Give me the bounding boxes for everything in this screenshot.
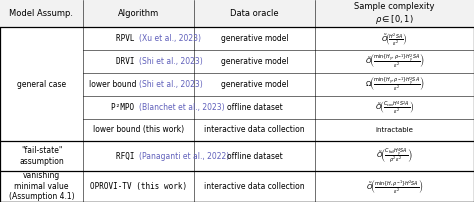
Text: RPVL: RPVL <box>116 34 138 43</box>
Text: offline dataset: offline dataset <box>227 152 283 161</box>
Text: Sample complexity
$\rho \in [0, 1)$: Sample complexity $\rho \in [0, 1)$ <box>355 2 435 25</box>
Text: $\Omega\!\left(\frac{\min\{H_\gamma,\rho^{-1}\}H_\gamma^2 SA}{\varepsilon^2}\rig: $\Omega\!\left(\frac{\min\{H_\gamma,\rho… <box>365 75 424 93</box>
Text: DRVI: DRVI <box>116 57 138 66</box>
Text: $\tilde{O}\!\left(\frac{C_{\mathrm{fail}} H_\gamma^4 SA}{\rho^2 \varepsilon^2}\r: $\tilde{O}\!\left(\frac{C_{\mathrm{fail}… <box>376 146 413 166</box>
Text: RFQI: RFQI <box>116 152 138 161</box>
Text: (Panaganti et al., 2022): (Panaganti et al., 2022) <box>138 152 229 161</box>
Text: (Blanchet et al., 2023): (Blanchet et al., 2023) <box>138 103 224 112</box>
Text: lower bound: lower bound <box>89 80 138 89</box>
Text: general case: general case <box>17 80 66 89</box>
Text: P²MPO: P²MPO <box>111 103 138 112</box>
Text: Data oracle: Data oracle <box>230 9 279 18</box>
Text: $\tilde{O}\!\left(\frac{H^2 SA}{\varepsilon^2}\right)$: $\tilde{O}\!\left(\frac{H^2 SA}{\varepsi… <box>382 31 408 47</box>
Text: lower bound (this work): lower bound (this work) <box>93 125 184 135</box>
Text: OPROVI-TV (this work): OPROVI-TV (this work) <box>90 182 187 191</box>
Text: Algorithm: Algorithm <box>118 9 159 18</box>
Text: (Shi et al., 2023): (Shi et al., 2023) <box>138 57 202 66</box>
Text: generative model: generative model <box>221 34 289 43</box>
Bar <box>0 0 474 27</box>
Text: $\tilde{O}\!\left(\frac{\min\{H_\gamma,\rho^{-1}\}H_\gamma^2 SA}{\varepsilon^2}\: $\tilde{O}\!\left(\frac{\min\{H_\gamma,\… <box>365 53 425 70</box>
Text: $\tilde{O}\!\left(\frac{\min\{H,\rho^{-1}\} H^2 SA}{\varepsilon^2}\right)$: $\tilde{O}\!\left(\frac{\min\{H,\rho^{-1… <box>366 178 423 195</box>
Text: (Xu et al., 2023): (Xu et al., 2023) <box>138 34 201 43</box>
Text: interactive data collection: interactive data collection <box>204 125 305 135</box>
Text: Model Assump.: Model Assump. <box>9 9 73 18</box>
Text: intractable: intractable <box>376 127 413 133</box>
Text: generative model: generative model <box>221 57 289 66</box>
Text: $\tilde{O}\!\left(\frac{C_{\mathrm{cov}} H^4 S^2 A}{\varepsilon^2}\right)$: $\tilde{O}\!\left(\frac{C_{\mathrm{cov}}… <box>375 99 414 116</box>
Text: generative model: generative model <box>221 80 289 89</box>
Text: vanishing
minimal value
(Assumption 4.1): vanishing minimal value (Assumption 4.1) <box>9 171 74 201</box>
Text: "fail-state"
assumption: "fail-state" assumption <box>19 146 64 166</box>
Text: (Shi et al., 2023): (Shi et al., 2023) <box>138 80 202 89</box>
Text: offline dataset: offline dataset <box>227 103 283 112</box>
Text: interactive data collection: interactive data collection <box>204 182 305 191</box>
